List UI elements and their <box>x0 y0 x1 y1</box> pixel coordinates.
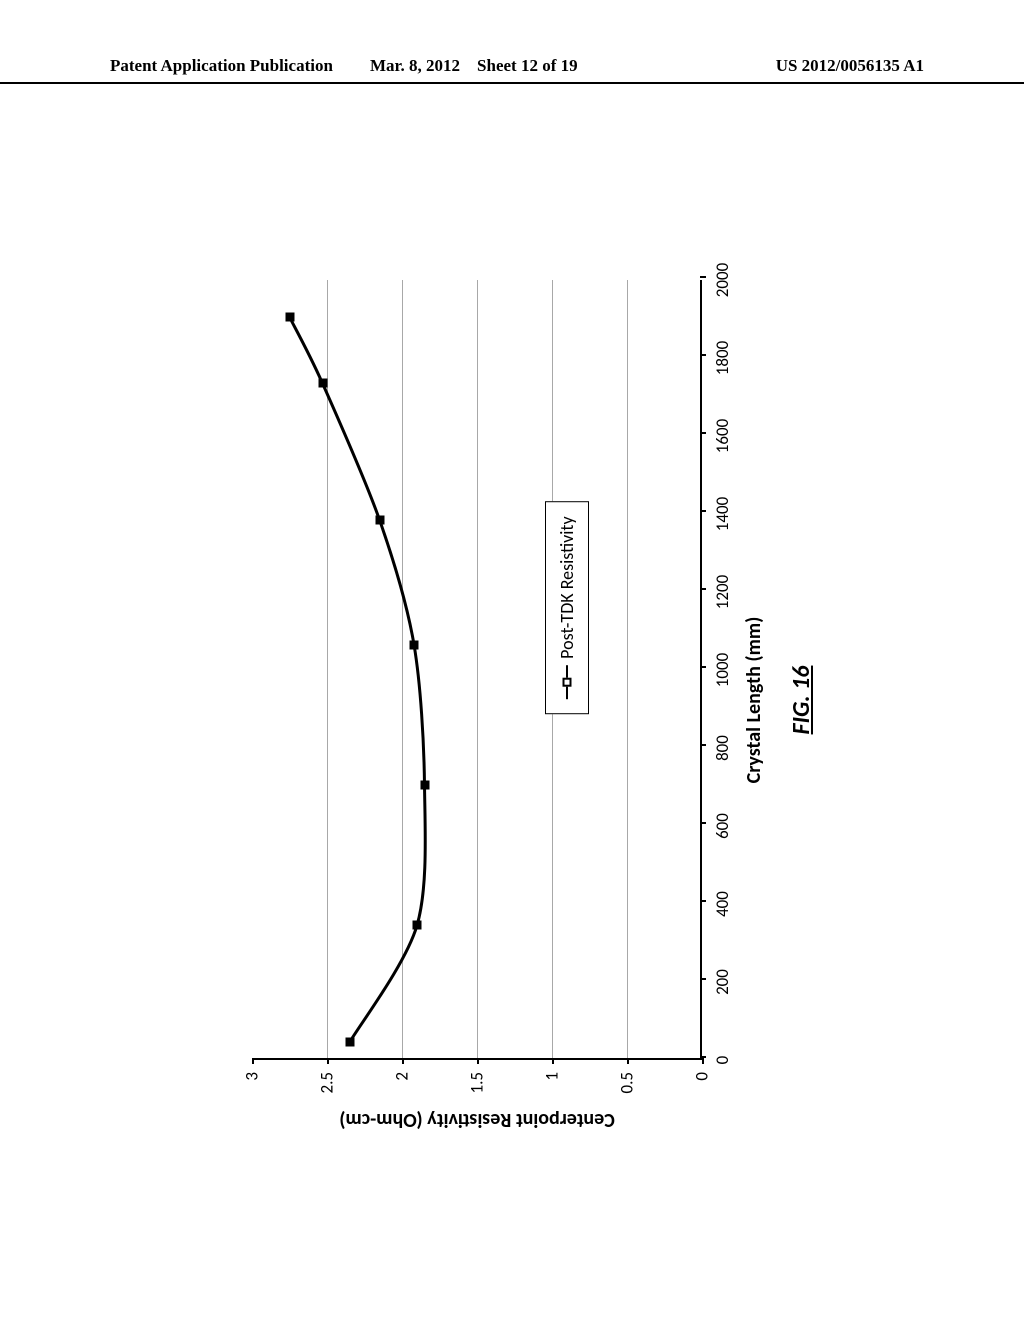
x-tick-label: 400 <box>712 891 733 917</box>
data-marker <box>285 313 294 322</box>
x-tick-label: 1000 <box>712 653 733 687</box>
x-tick-label: 200 <box>712 969 733 995</box>
legend-marker-icon <box>563 677 572 686</box>
figure-rotated: 0 0.5 1 1.5 2 2.5 3 0 200 400 600 800 1000 1200 1400 16… <box>232 250 792 1150</box>
page: Patent Application Publication Mar. 8, 2… <box>0 0 1024 1320</box>
header-date: Mar. 8, 2012 <box>370 56 460 75</box>
data-marker <box>375 515 384 524</box>
y-tick-label: 1.5 <box>467 1072 488 1094</box>
x-tick-label: 2000 <box>712 263 733 297</box>
data-marker <box>345 1038 354 1047</box>
data-marker <box>420 781 429 790</box>
x-tick-label: 1400 <box>712 497 733 531</box>
data-marker <box>318 379 327 388</box>
y-tick-label: 1 <box>542 1072 563 1081</box>
legend-line-icon <box>566 665 568 699</box>
y-tick-label: 0 <box>692 1072 713 1081</box>
x-tick-label: 0 <box>712 1056 733 1065</box>
y-tick-label: 3 <box>242 1072 263 1081</box>
y-tick <box>402 1058 404 1064</box>
y-tick <box>702 1058 704 1064</box>
y-axis-title: Centerpoint Resistivity (Ohm-cm) <box>339 1108 615 1132</box>
y-tick-label: 2 <box>392 1072 413 1081</box>
y-tick <box>552 1058 554 1064</box>
series-line <box>252 278 702 1058</box>
y-tick <box>477 1058 479 1064</box>
header-left-text: Patent Application Publication <box>110 56 333 76</box>
x-tick-label: 600 <box>712 813 733 839</box>
figure-caption: FIG. 16 <box>787 666 816 735</box>
data-marker <box>413 921 422 930</box>
y-tick <box>252 1058 254 1064</box>
y-tick <box>627 1058 629 1064</box>
header-sheet: Sheet 12 of 19 <box>477 56 578 75</box>
legend: Post-TDK Resistivity <box>545 501 589 713</box>
page-header: Patent Application Publication Mar. 8, 2… <box>0 54 1024 84</box>
resistivity-chart: 0 0.5 1 1.5 2 2.5 3 0 200 400 600 800 1000 1200 1400 16… <box>232 250 792 1150</box>
header-mid-text: Mar. 8, 2012 Sheet 12 of 19 <box>370 56 578 76</box>
x-tick-label: 1200 <box>712 575 733 609</box>
y-tick <box>327 1058 329 1064</box>
data-marker <box>410 640 419 649</box>
y-tick-label: 0.5 <box>617 1072 638 1094</box>
x-tick-label: 800 <box>712 735 733 761</box>
legend-label: Post-TDK Resistivity <box>556 516 578 658</box>
y-tick-label: 2.5 <box>317 1072 338 1094</box>
plot-area <box>252 280 702 1060</box>
header-right-text: US 2012/0056135 A1 <box>776 56 924 76</box>
x-tick-label: 1600 <box>712 419 733 453</box>
x-tick-label: 1800 <box>712 341 733 375</box>
x-axis-title: Crystal Length (mm) <box>742 617 766 784</box>
